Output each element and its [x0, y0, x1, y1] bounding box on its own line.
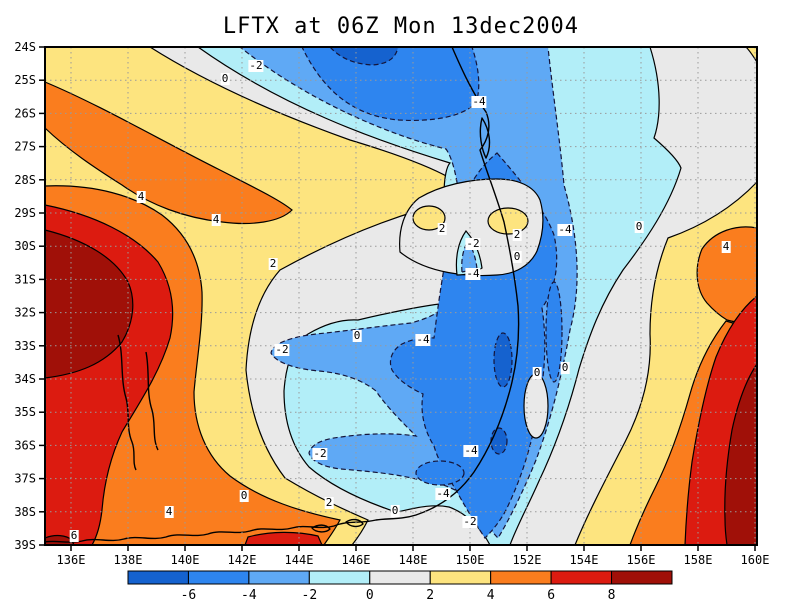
lat-label: 26S: [14, 106, 36, 120]
contour-label: 0: [220, 72, 230, 85]
colorbar-tick-label: 8: [608, 588, 616, 600]
contour-label: 2: [324, 496, 334, 509]
contour-label: 4: [164, 505, 174, 518]
lat-label: 32S: [14, 306, 36, 320]
colorbar-tick-label: 4: [487, 588, 495, 600]
contour-label: -4: [415, 333, 431, 346]
coastline-fraser: [479, 117, 491, 159]
colorbar-segment: [369, 570, 431, 585]
contour-label: 0: [634, 220, 644, 233]
lon-label: 148E: [399, 553, 428, 567]
contour-label: 2: [437, 222, 447, 235]
contour-label: -4: [471, 95, 487, 108]
colorbar-segment: [127, 570, 189, 585]
contour-label: 0: [532, 366, 542, 379]
colorbar-segment: [490, 570, 552, 585]
contour-label: -2: [274, 343, 290, 356]
contour-label: -4: [463, 444, 479, 457]
contour-label: 0: [239, 489, 249, 502]
fill-islet-yellow-b: [487, 207, 529, 235]
coastline-mainland: [44, 46, 520, 543]
fill-gray-island: [523, 373, 549, 439]
fill-minus4-lens: [415, 460, 465, 486]
lat-label: 39S: [14, 538, 36, 552]
contour-label: -4: [557, 223, 573, 236]
lat-label: 31S: [14, 272, 36, 286]
colorbar-tick-label: 6: [547, 588, 555, 600]
colorbar-tick-label: -6: [181, 588, 197, 600]
lat-label: 30S: [14, 239, 36, 253]
lon-label: 138E: [114, 553, 143, 567]
fill-minus6-lens-b: [490, 427, 508, 455]
grid: [45, 47, 757, 545]
contour-label: 2: [268, 257, 278, 270]
lat-label: 35S: [14, 405, 36, 419]
coastline-island-a: [311, 524, 331, 533]
lon-label: 136E: [57, 553, 86, 567]
contour-label: 0: [352, 329, 362, 342]
lat-label: 27S: [14, 140, 36, 154]
colorbar: -6 -4 -2 0 2 4 6 8: [127, 570, 673, 600]
fill-minus4-cap: [301, 46, 480, 121]
lon-label: 146E: [342, 553, 371, 567]
lat-label: 36S: [14, 438, 36, 452]
contour-label: -2: [465, 237, 481, 250]
contour-label: 0: [560, 361, 570, 374]
fill-minus4-coastal-strip: [545, 281, 563, 383]
contour-label: -2: [248, 59, 264, 72]
lat-label: 37S: [14, 472, 36, 486]
contour-label: -4: [465, 267, 481, 280]
contour-label: 4: [211, 213, 221, 226]
contour-label: -2: [462, 515, 478, 528]
lat-label: 28S: [14, 173, 36, 187]
lat-label: 24S: [14, 40, 36, 54]
contour-label: 0: [512, 250, 522, 263]
colorbar-segment: [429, 570, 492, 585]
lat-label: 38S: [14, 505, 36, 519]
coastline-island-b: [345, 518, 364, 528]
plot-border: [44, 46, 758, 546]
lon-label: 144E: [285, 553, 314, 567]
lon-label: 156E: [627, 553, 656, 567]
colorbar-segment: [308, 570, 371, 585]
contour-label: -4: [435, 487, 451, 500]
lat-label: 33S: [14, 339, 36, 353]
contour-label: -2: [312, 447, 328, 460]
contour-fills: [44, 46, 758, 546]
lon-label: 140E: [171, 553, 200, 567]
colorbar-tick-label: -4: [241, 588, 257, 600]
colorbar-tick-label: 0: [366, 588, 374, 600]
lon-label: 150E: [456, 553, 485, 567]
lon-label: 158E: [684, 553, 713, 567]
colorbar-segment: [248, 570, 310, 585]
colorbar-tick-label: -2: [302, 588, 318, 600]
lat-label: 29S: [14, 206, 36, 220]
fill-minus6-cap: [328, 46, 399, 66]
contour-label: 0: [390, 504, 400, 517]
lon-label: 154E: [570, 553, 599, 567]
lon-label: 152E: [513, 553, 542, 567]
coastline-gulf-b: [145, 351, 159, 451]
fill-bottom-red-strip: [244, 531, 323, 546]
fill-west-orange-tongue: [44, 81, 293, 225]
contour-label: 4: [721, 240, 731, 253]
fill-gray-enclave: [399, 178, 544, 277]
fill-west-darkred: [44, 229, 134, 379]
lon-label: 142E: [228, 553, 257, 567]
chart-title: LFTX at 06Z Mon 13dec2004: [222, 14, 580, 39]
lat-label: 34S: [14, 372, 36, 386]
colorbar-segment: [187, 570, 250, 585]
colorbar-tick-label: 2: [426, 588, 434, 600]
contour-label: 4: [136, 190, 146, 203]
lat-label: 25S: [14, 73, 36, 87]
colorbar-segment: [550, 570, 613, 585]
colorbar-segment: [611, 570, 673, 585]
fill-minus6-lens-a: [493, 332, 513, 388]
lon-label: 160E: [741, 553, 770, 567]
axis-labels: 136E 138E 140E 142E 144E 146E 148E 150E 152E 154E…: [14, 40, 769, 567]
contour-label: 2: [512, 228, 522, 241]
contour-label: 6: [69, 529, 79, 542]
